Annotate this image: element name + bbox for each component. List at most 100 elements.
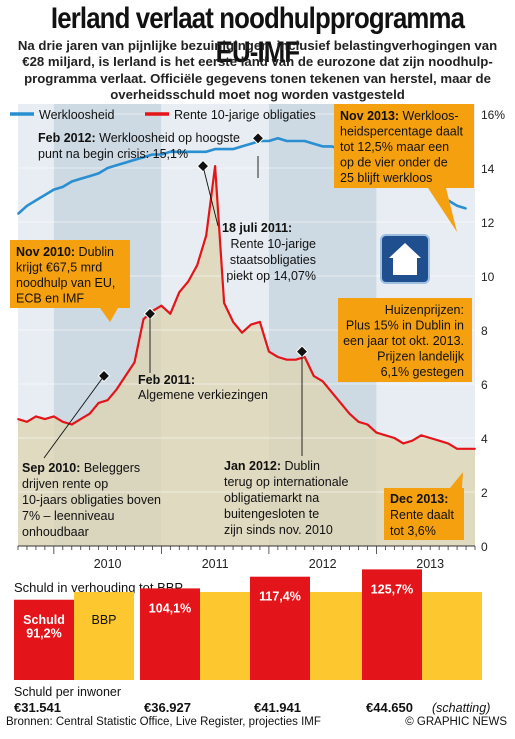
callout-nov-2013-text-line: 25 blijft werkloos — [340, 171, 432, 185]
unemployment-point — [52, 188, 55, 191]
per-capita-value: €31.541 — [14, 700, 61, 715]
bond-rate-point — [321, 380, 324, 383]
bond-rate-point — [97, 402, 100, 404]
callout-nov-2013-text-line: heidspercentage daalt — [340, 125, 464, 139]
unemployment-point — [17, 213, 19, 215]
callout-dec-2013-text-line: tot 3,6% — [390, 524, 436, 538]
callout-jul-2011-text-line: piekt op 14,07% — [226, 269, 316, 283]
callout-nov-2010-text-line: krijgt €67,5 mrd — [16, 261, 102, 275]
callout-nov-2013 — [334, 104, 474, 232]
bond-rate-point — [294, 358, 297, 361]
bond-rate-point — [330, 391, 333, 393]
bond-rate-point — [133, 361, 136, 364]
estimate-note: (schatting) — [432, 701, 490, 715]
unemployment-point — [223, 148, 226, 151]
bond-rate-point — [474, 447, 476, 450]
callout-nov-2013-text-line: tot 12,5% maar een — [340, 140, 449, 154]
bond-rate-point — [232, 321, 235, 323]
callout-nov-2010-pointer — [100, 308, 118, 322]
callout-dec-2013 — [384, 472, 464, 540]
callout-housing-text-line: een jaar tot okt. 2013. — [343, 334, 464, 348]
event-marker — [251, 131, 265, 145]
subtitle-line: programma verlaat. Officiële gegevens to… — [24, 70, 491, 86]
callout-nov-2010-text: Nov 2010: Dublin krijgt €67,5 mrd noodhulp… — [16, 245, 115, 306]
subtitle-line: €28 miljard, is Ierland is het eerste la… — [22, 54, 493, 70]
unemployment-point — [115, 164, 118, 167]
unemployment-point — [268, 140, 270, 142]
bar-legend-bbp: BBP — [91, 613, 116, 627]
y-tick-label: 4 — [481, 432, 488, 446]
callout-feb-2012-line: Feb 2012: Werkloosheid op hoogste — [38, 131, 240, 145]
callout-head: Feb 2011: — [138, 373, 195, 387]
bond-rate-point — [142, 318, 145, 321]
bond-rate-point — [35, 415, 37, 418]
callout-jul-2011-head-line: 18 juli 2011: — [222, 221, 292, 235]
unemployment-point — [61, 186, 64, 188]
callout-nov-2013-text-line: Nov 2013: Werkloos- — [340, 109, 459, 123]
bond-rate-point — [178, 291, 181, 294]
callout-nov-2013-pointer — [428, 188, 457, 232]
y-tick-label: 12 — [481, 216, 495, 230]
x-tick-label: 2013 — [416, 557, 444, 571]
callout-text: Dublin — [281, 459, 320, 473]
unemployment-point — [169, 150, 172, 153]
callout-jan-2012-line: terug op internationale — [224, 475, 348, 489]
unemployment-point — [79, 177, 82, 180]
callout-jan-2012: Jan 2012: Dublin terug op internationale o… — [224, 459, 348, 537]
unemployment-point — [142, 156, 145, 159]
bond-rate-point — [61, 420, 64, 423]
unemployment-point — [232, 148, 235, 151]
callout-text: Werkloosheid op hoogste — [96, 131, 240, 145]
callout-dec-2013-pointer — [450, 472, 463, 488]
legend-label-unemployment: Werkloosheid — [39, 108, 115, 122]
unemployment-point — [312, 142, 315, 145]
x-tick-label: 2012 — [309, 557, 337, 571]
callout-dec-2013-text-line: Dec 2013: — [390, 492, 448, 506]
bond-rate-point — [366, 423, 369, 426]
callout-housing-box — [338, 298, 472, 382]
callout-feb-2012: Feb 2012: Werkloosheid op hoogste punt na… — [38, 131, 240, 161]
bar-bbp — [310, 592, 370, 680]
callout-sep-2010: Sep 2010: Beleggers drijven rente op 10-ja… — [22, 461, 161, 539]
subtitle: Na drie jaren van pijnlijke bezuiniginge… — [14, 38, 501, 104]
unemployment-point — [250, 142, 252, 145]
bond-rate-point — [277, 356, 279, 358]
unemployment-point — [303, 140, 306, 142]
callout-housing-text-line: 6,1% gestegen — [381, 365, 464, 379]
bar-debt-label: 104,1% — [149, 601, 191, 615]
callout-housing-text-line: Plus 15% in Dublin in — [346, 319, 464, 333]
callout-jul-2011-text-line: staatsobligaties — [230, 253, 316, 267]
bond-rate-point — [393, 437, 396, 439]
callout-sep-2010-line: Sep 2010: Beleggers — [22, 461, 140, 475]
bond-rate-point — [196, 264, 199, 267]
callout-jan-2012-line: obligatiemarkt na — [224, 491, 319, 505]
bond-rate-point — [456, 447, 458, 450]
callout-jul-2011-text-line: Rente 10-jarige — [231, 237, 317, 251]
callout-head: Nov 2013: — [340, 109, 399, 123]
y-tick-label: 10 — [481, 270, 495, 284]
bar-debt — [362, 569, 422, 680]
callout-feb-2012-line: punt na begin crisis: 15,1% — [38, 147, 188, 161]
bond-rate-point — [312, 375, 315, 377]
callout-nov-2013-text-line: op de vier onder de — [340, 156, 448, 170]
leader-line — [43, 375, 105, 459]
callout-feb-2011: Feb 2011: Algemene verkiezingen — [138, 373, 268, 402]
unemployment-point — [205, 150, 208, 153]
bond-rate-point — [420, 434, 423, 437]
unemployment-point — [70, 180, 73, 183]
callout-housing-text-line: Huizenprijzen: — [385, 303, 464, 317]
unemployment-point — [133, 159, 136, 161]
unemployment-point — [106, 167, 109, 169]
unemployment-point — [465, 207, 467, 210]
y-tick-label: 6 — [481, 378, 488, 392]
bond-rate-point — [303, 356, 306, 358]
unemployment-point — [187, 150, 190, 153]
house-icon — [380, 234, 430, 284]
bond-rate-point — [115, 388, 118, 391]
bond-rate-point — [447, 442, 449, 445]
bar-bbp — [422, 592, 482, 680]
bond-rate-point — [402, 442, 405, 445]
bond-rate-point — [357, 420, 360, 423]
bond-rate-point — [411, 439, 414, 442]
callout-jan-2012-line: zijn sinds nov. 2010 — [224, 523, 333, 537]
